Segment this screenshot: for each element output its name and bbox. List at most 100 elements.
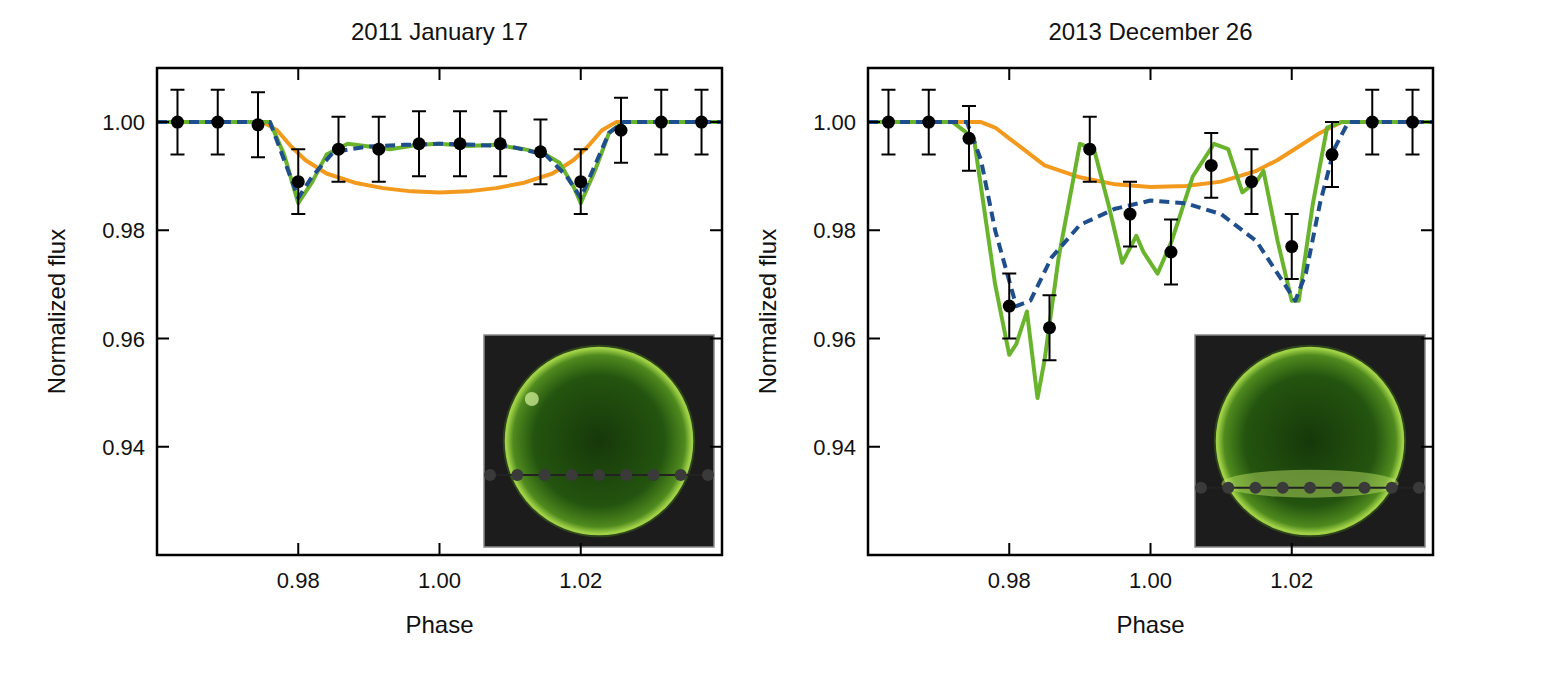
data-point	[292, 175, 305, 188]
x-tick	[580, 68, 582, 555]
x-tick-label: 1.02	[559, 568, 602, 593]
sun	[1217, 348, 1404, 535]
plot-frame	[868, 68, 1433, 555]
error-bar	[1406, 90, 1420, 155]
error-bar	[1244, 149, 1258, 214]
data-point	[211, 116, 224, 129]
data-point	[1164, 245, 1177, 258]
data-point	[1366, 116, 1379, 129]
data-point	[1083, 143, 1096, 156]
data-point	[413, 137, 426, 150]
x-tick-label: 0.98	[988, 568, 1031, 593]
panel: 2011 January 170.981.001.020.940.960.981…	[43, 18, 722, 638]
planet-position	[1331, 482, 1343, 494]
error-bar	[1365, 90, 1379, 155]
error-bar	[1204, 133, 1218, 198]
planet-position	[1386, 482, 1398, 494]
inset-frame	[484, 335, 714, 547]
inset-image	[1195, 335, 1425, 547]
data-point	[453, 137, 466, 150]
panel: 2013 December 260.981.001.020.940.960.98…	[754, 18, 1433, 638]
error-bar	[453, 111, 467, 176]
planet-position	[593, 469, 605, 481]
error-bar	[332, 117, 346, 182]
planet-position	[620, 469, 632, 481]
data-point	[1124, 208, 1137, 221]
y-tick-label: 0.96	[102, 327, 145, 352]
data-point	[1326, 148, 1339, 161]
model-curve	[157, 122, 722, 203]
data-point	[1406, 116, 1419, 129]
error-bar	[614, 98, 628, 163]
planet-position	[1413, 482, 1425, 494]
x-tick	[1008, 68, 1010, 555]
error-bar	[412, 111, 426, 176]
error-bar	[962, 106, 976, 171]
y-tick	[157, 446, 722, 448]
error-bar	[533, 119, 547, 184]
planet-position	[484, 469, 496, 481]
x-tick	[1291, 68, 1293, 555]
data-point	[655, 116, 668, 129]
error-bar	[881, 90, 895, 155]
y-tick	[157, 229, 722, 231]
data-point	[1285, 240, 1298, 253]
sun	[506, 348, 693, 535]
error-bar	[1123, 182, 1137, 247]
y-tick-label: 0.98	[813, 218, 856, 243]
active-band	[1221, 470, 1398, 498]
y-axis-title: Normalized flux	[754, 229, 781, 394]
y-tick-label: 0.96	[813, 327, 856, 352]
planet-position	[539, 469, 551, 481]
planet-position	[1359, 482, 1371, 494]
data-point	[1003, 300, 1016, 313]
panel-title: 2011 January 17	[351, 18, 528, 45]
error-bar	[1002, 274, 1016, 339]
data-point	[251, 118, 264, 131]
model-curve	[868, 122, 1433, 187]
x-tick-label: 1.00	[1129, 568, 1172, 593]
error-bar	[372, 117, 386, 182]
figure: 2011 January 17 0.98 1.00 1.02 0.94 0.96 0.98 1…	[0, 0, 1552, 692]
data-point	[922, 116, 935, 129]
data-point	[534, 145, 547, 158]
error-bar	[251, 92, 265, 157]
data-point	[1043, 321, 1056, 334]
panel-title: 2013 December 26	[1048, 18, 1252, 45]
data-point	[1205, 159, 1218, 172]
x-tick	[297, 68, 299, 555]
model-curve	[868, 122, 1433, 398]
planet-position	[702, 469, 714, 481]
plot-frame	[157, 68, 722, 555]
active-region	[525, 392, 539, 406]
data-point	[695, 116, 708, 129]
planet-position	[1222, 482, 1234, 494]
y-tick	[868, 229, 1433, 231]
data-point	[615, 124, 628, 137]
error-bar	[291, 149, 305, 214]
error-bar	[1164, 220, 1178, 285]
y-tick-label: 0.94	[813, 435, 856, 460]
x-axis-title: Phase	[405, 611, 473, 638]
error-bar	[211, 90, 225, 155]
planet-position	[675, 469, 687, 481]
y-tick	[868, 446, 1433, 448]
y-tick	[868, 121, 1433, 123]
y-tick	[157, 121, 722, 123]
planet-position	[566, 469, 578, 481]
y-tick-label: 0.94	[102, 435, 145, 460]
error-bar	[1043, 295, 1057, 360]
data-point	[494, 137, 507, 150]
planet-position	[1195, 482, 1207, 494]
plot-area	[157, 90, 722, 214]
planet-position	[1304, 482, 1316, 494]
planet-position	[1250, 482, 1262, 494]
y-tick-label: 1.00	[102, 110, 145, 135]
model-curve	[157, 122, 722, 198]
sun-glow	[503, 345, 696, 538]
x-tick	[1150, 68, 1152, 555]
sun-glow	[1214, 345, 1407, 538]
error-bar	[1285, 214, 1299, 279]
inset-frame	[1195, 335, 1425, 547]
data-point	[171, 116, 184, 129]
